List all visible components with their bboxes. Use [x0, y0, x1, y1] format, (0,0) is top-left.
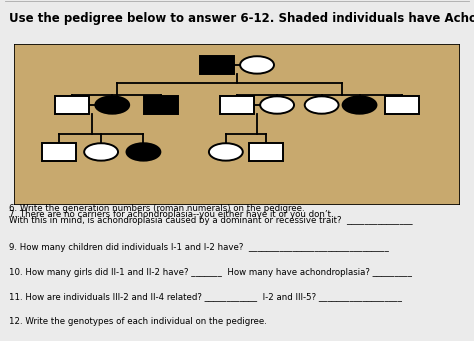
- Bar: [144, 96, 178, 114]
- Bar: [55, 96, 89, 114]
- Circle shape: [95, 96, 129, 114]
- Text: 12. Write the genotypes of each individual on the pedigree.: 12. Write the genotypes of each individu…: [9, 316, 267, 326]
- Text: With this in mind, is achondroplasia caused by a dominant or recessive trait?  _: With this in mind, is achondroplasia cau…: [9, 216, 413, 225]
- Bar: [220, 96, 254, 114]
- Circle shape: [127, 143, 160, 161]
- Text: 9. How many children did individuals I-1 and I-2 have?  ________________________: 9. How many children did individuals I-1…: [9, 243, 389, 252]
- Bar: [385, 96, 419, 114]
- Text: 6. Write the generation numbers (roman numerals) on the pedigree.: 6. Write the generation numbers (roman n…: [9, 204, 305, 212]
- Bar: [249, 143, 283, 161]
- Circle shape: [305, 96, 338, 114]
- Text: 11. How are individuals III-2 and II-4 related? ____________  I-2 and III-5? ___: 11. How are individuals III-2 and II-4 r…: [9, 292, 402, 301]
- Circle shape: [260, 96, 294, 114]
- Circle shape: [209, 143, 243, 161]
- Text: Use the pedigree below to answer 6-12. Shaded individuals have Achondroplasia: Use the pedigree below to answer 6-12. S…: [9, 12, 474, 25]
- Circle shape: [343, 96, 376, 114]
- Circle shape: [240, 56, 274, 74]
- Circle shape: [84, 143, 118, 161]
- Text: 10. How many girls did II-1 and II-2 have? _______  How many have achondroplasia: 10. How many girls did II-1 and II-2 hav…: [9, 268, 412, 277]
- Bar: [42, 143, 76, 161]
- Bar: [200, 56, 234, 74]
- Text: 7. There are no carriers for achondroplasia--you either have it or you don’t.: 7. There are no carriers for achondropla…: [9, 210, 334, 219]
